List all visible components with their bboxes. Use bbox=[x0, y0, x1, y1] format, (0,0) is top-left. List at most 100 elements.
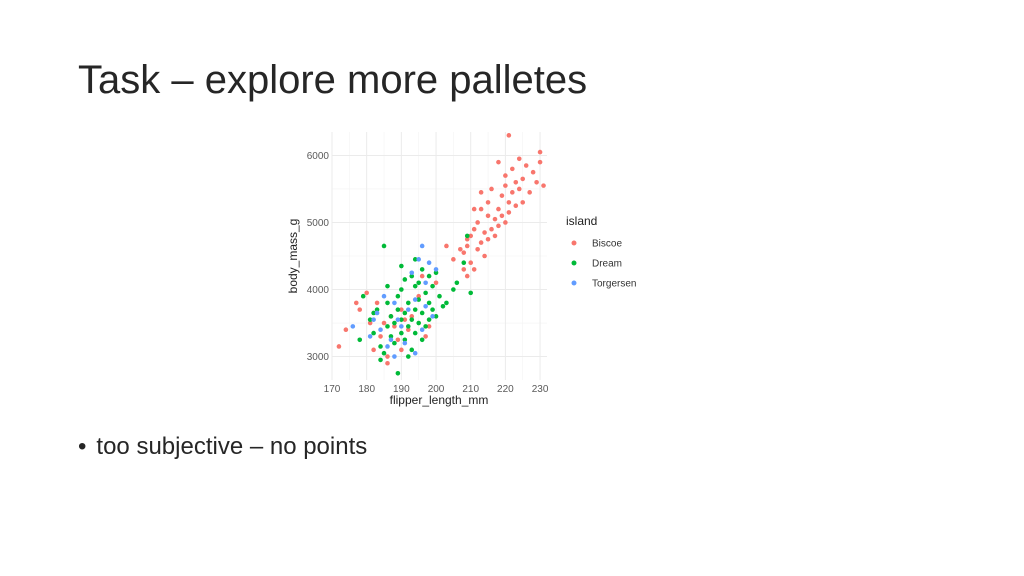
data-point bbox=[367, 320, 373, 326]
data-point bbox=[475, 246, 480, 252]
data-point bbox=[367, 317, 373, 322]
data-point bbox=[388, 314, 394, 319]
data-point bbox=[399, 263, 404, 269]
data-point bbox=[485, 236, 491, 242]
data-point bbox=[419, 243, 425, 249]
data-point bbox=[385, 300, 390, 306]
data-point bbox=[357, 307, 363, 312]
data-point bbox=[503, 220, 508, 225]
x-tick-label: 230 bbox=[532, 384, 549, 395]
data-point bbox=[412, 257, 418, 262]
data-point bbox=[419, 327, 425, 333]
data-point bbox=[478, 190, 484, 195]
data-point bbox=[464, 233, 470, 239]
data-point bbox=[426, 300, 432, 306]
data-point bbox=[402, 340, 408, 346]
data-point bbox=[405, 324, 411, 329]
data-point bbox=[485, 200, 491, 205]
data-point bbox=[419, 273, 425, 279]
data-point bbox=[510, 166, 515, 172]
scatter-chart: 170 180 190 200 210 220 230 3000 4000 5000 6000 f… bbox=[286, 132, 636, 407]
data-point bbox=[478, 206, 484, 212]
data-point bbox=[364, 290, 369, 296]
legend-label: Dream bbox=[592, 259, 622, 270]
data-point bbox=[392, 340, 397, 346]
data-point bbox=[471, 226, 477, 232]
data-point bbox=[485, 213, 491, 219]
data-point bbox=[506, 133, 512, 138]
data-point bbox=[496, 223, 501, 229]
data-point bbox=[503, 173, 508, 178]
y-tick-label: 4000 bbox=[307, 285, 330, 296]
data-point bbox=[395, 293, 401, 299]
data-point bbox=[371, 347, 376, 353]
data-point bbox=[374, 310, 380, 316]
data-point bbox=[412, 307, 418, 312]
data-point bbox=[523, 163, 529, 168]
data-point bbox=[516, 156, 522, 162]
data-point bbox=[381, 350, 387, 356]
data-points bbox=[336, 133, 546, 376]
data-point bbox=[378, 344, 383, 349]
y-tick-label: 5000 bbox=[307, 218, 330, 229]
data-point bbox=[357, 337, 363, 343]
legend-label: Torgersen bbox=[592, 279, 636, 290]
data-point bbox=[399, 330, 404, 336]
data-point bbox=[471, 267, 477, 272]
data-point bbox=[541, 183, 546, 188]
data-point bbox=[392, 324, 397, 329]
data-point bbox=[412, 330, 418, 336]
x-tick-label: 220 bbox=[497, 384, 514, 395]
data-point bbox=[405, 300, 411, 306]
bullet-glyph: • bbox=[78, 433, 87, 460]
data-point bbox=[416, 280, 421, 286]
y-tick-labels: 3000 4000 5000 6000 bbox=[307, 151, 330, 363]
legend-title: island bbox=[566, 214, 597, 228]
data-point bbox=[458, 246, 463, 252]
data-point bbox=[492, 233, 498, 239]
data-point bbox=[409, 270, 415, 276]
data-point bbox=[416, 293, 421, 299]
data-point bbox=[520, 200, 526, 205]
data-point bbox=[423, 324, 428, 329]
x-tick-label: 180 bbox=[358, 384, 375, 395]
data-point bbox=[416, 297, 421, 302]
data-point bbox=[378, 357, 383, 363]
data-point bbox=[530, 169, 536, 175]
data-point bbox=[409, 317, 415, 322]
data-point bbox=[475, 220, 480, 225]
data-point bbox=[336, 344, 342, 349]
bullet-text: too subjective – no points bbox=[96, 433, 368, 460]
data-point bbox=[392, 300, 397, 306]
data-point bbox=[513, 203, 519, 209]
data-point bbox=[392, 320, 397, 326]
slide-title: Task – explore more palletes bbox=[78, 58, 588, 102]
data-point bbox=[416, 257, 421, 262]
data-point bbox=[385, 360, 390, 366]
data-point bbox=[392, 354, 397, 359]
data-point bbox=[343, 327, 349, 333]
data-point bbox=[423, 303, 428, 309]
data-point bbox=[496, 159, 501, 165]
data-point bbox=[464, 236, 470, 242]
data-point bbox=[419, 310, 425, 316]
data-point bbox=[395, 307, 401, 312]
y-axis-title: body_mass_g bbox=[286, 219, 300, 294]
x-tick-label: 210 bbox=[462, 384, 479, 395]
data-point bbox=[388, 334, 394, 339]
data-point bbox=[385, 344, 390, 349]
data-point bbox=[513, 179, 519, 185]
data-point bbox=[489, 226, 494, 232]
y-tick-label: 3000 bbox=[307, 352, 330, 363]
legend-key bbox=[571, 240, 577, 246]
data-point bbox=[516, 186, 522, 192]
data-point bbox=[451, 257, 456, 262]
data-point bbox=[412, 283, 418, 289]
data-point bbox=[520, 176, 526, 182]
data-point bbox=[537, 149, 543, 155]
data-point bbox=[489, 186, 494, 192]
data-point bbox=[496, 206, 501, 212]
y-tick-label: 6000 bbox=[307, 151, 330, 162]
data-point bbox=[385, 283, 390, 289]
data-point bbox=[381, 320, 387, 326]
